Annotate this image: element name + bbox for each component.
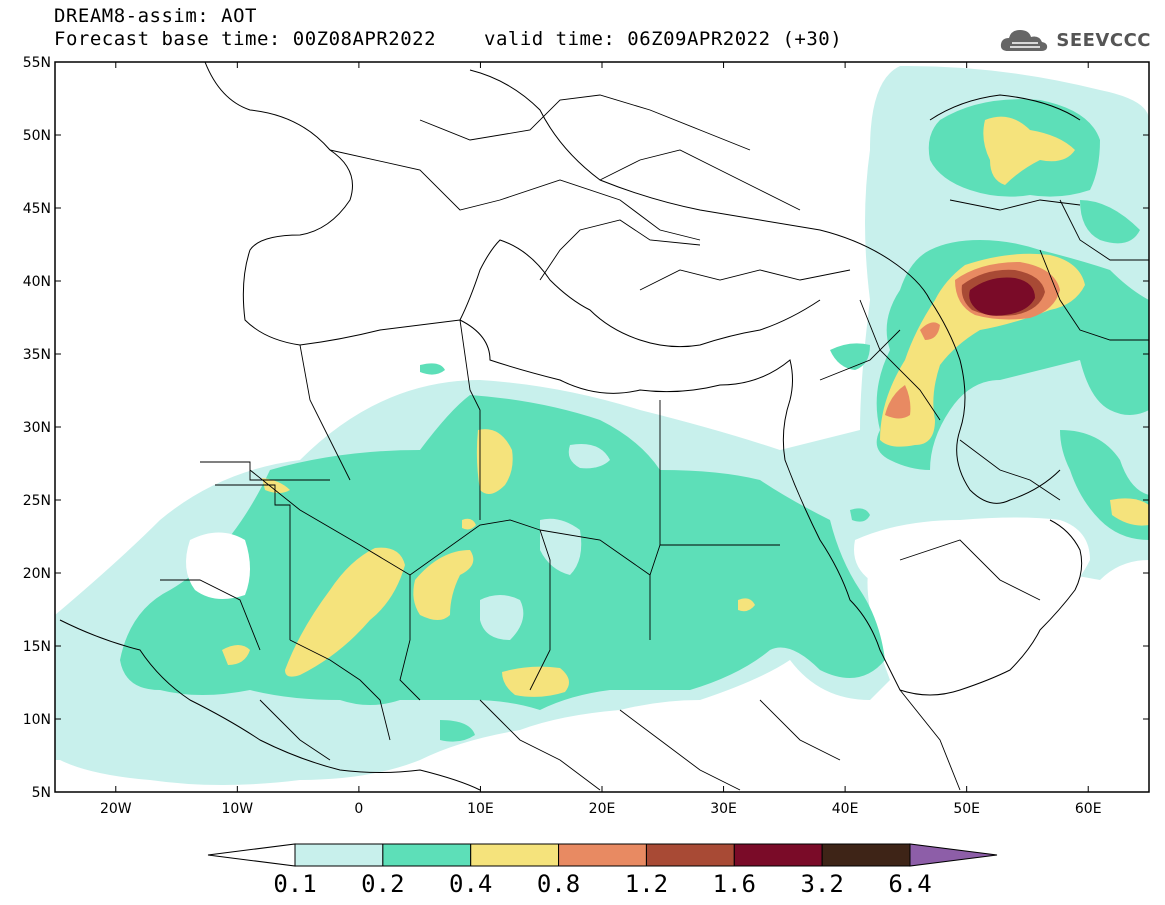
aot-level-1.6 <box>969 277 1035 316</box>
lat-label: 25N <box>23 493 51 509</box>
lon-label: 30E <box>710 801 737 817</box>
logo-text: SEEVCCC <box>1056 29 1151 51</box>
colorbar-segment <box>294 843 384 867</box>
lon-label: 60E <box>1075 801 1102 817</box>
lat-label: 50N <box>23 128 51 144</box>
map-title: DREAM8-assim: AOT <box>54 5 257 27</box>
latitude-axis: 55N 50N 45N 40N 35N 30N 25N 20N 15N 10N 5N <box>23 55 1149 801</box>
lon-label: 20E <box>589 801 616 817</box>
lat-label: 15N <box>23 639 51 655</box>
lat-label: 55N <box>23 55 51 71</box>
colorbar-label: 6.4 <box>888 870 932 898</box>
lat-label: 45N <box>23 201 51 217</box>
colorbar <box>207 843 998 867</box>
lat-label: 5N <box>32 785 51 801</box>
colorbar-segment <box>382 843 472 867</box>
colorbar-left-arrow <box>207 843 296 867</box>
colorbar-label: 1.2 <box>624 870 669 898</box>
colorbar-segment <box>558 843 647 867</box>
lat-label: 10N <box>23 712 51 728</box>
lon-label: 0 <box>354 801 363 817</box>
colorbar-segment <box>733 843 823 867</box>
colorbar-label: 0.8 <box>536 870 581 898</box>
colorbar-segment <box>645 843 735 867</box>
aot-clear-spots <box>186 517 1090 605</box>
colorbar-right-arrow <box>909 843 998 867</box>
lat-label: 20N <box>23 566 51 582</box>
aot-field <box>55 62 1149 791</box>
colorbar-label: 0.4 <box>449 870 493 898</box>
country-borders <box>160 94 1149 791</box>
coastlines <box>59 62 1083 791</box>
lon-label: 10W <box>221 801 253 817</box>
lat-label: 35N <box>23 347 51 363</box>
colorbar-label: 1.6 <box>712 870 756 898</box>
colorbar-label: 0.1 <box>273 870 317 898</box>
colorbar-segment <box>821 843 911 867</box>
lon-label: 10E <box>467 801 494 817</box>
longitude-axis: 20W 10W 0 10E 20E 30E 40E 50E 60E <box>100 62 1102 817</box>
colorbar-segment <box>470 843 560 867</box>
colorbar-label: 0.2 <box>361 870 405 898</box>
valid-time: valid time: 06Z09APR2022 (+30) <box>484 28 843 50</box>
colorbar-label: 3.2 <box>800 870 844 898</box>
aot-holes <box>480 408 1054 640</box>
lon-label: 40E <box>832 801 859 817</box>
lon-label: 20W <box>100 801 132 817</box>
lat-label: 40N <box>23 274 51 290</box>
lat-label: 30N <box>23 420 51 436</box>
seevccc-logo: SEEVCCC <box>998 24 1151 56</box>
cloud-logo-icon <box>1001 30 1048 51</box>
lon-label: 50E <box>953 801 980 817</box>
forecast-base-time: Forecast base time: 00Z08APR2022 <box>54 28 437 50</box>
